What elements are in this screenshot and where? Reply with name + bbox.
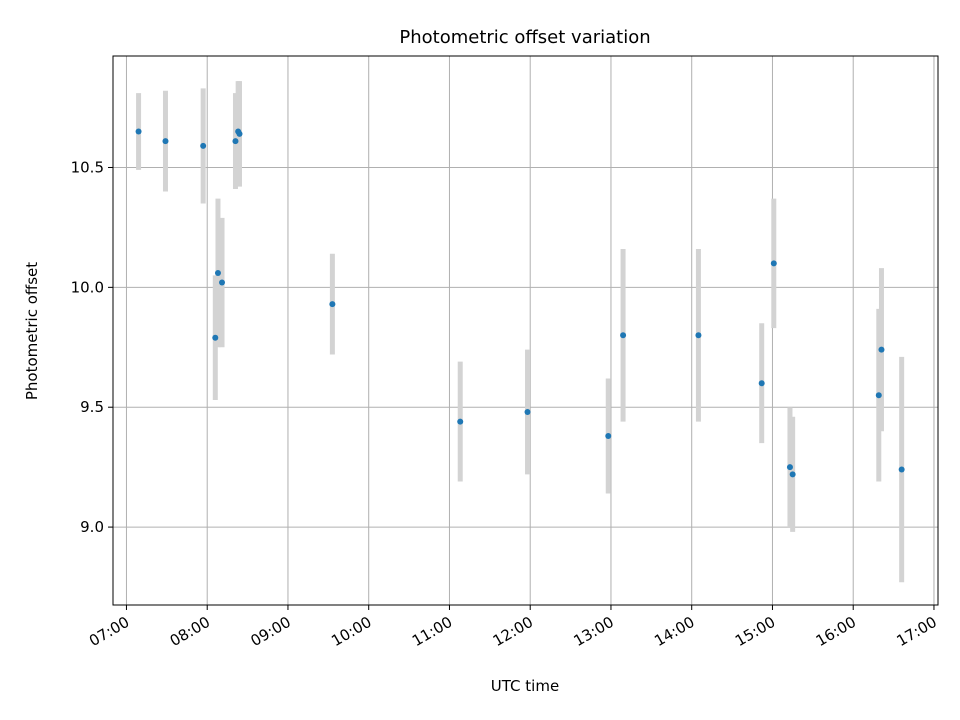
y-axis-ticks: 9.0 9.5 10.0 10.5 — [71, 158, 113, 536]
data-point — [620, 332, 627, 339]
data-point — [524, 409, 531, 416]
data-point — [457, 418, 464, 425]
data-point — [219, 279, 226, 286]
data-point — [789, 471, 796, 478]
data-point — [695, 332, 702, 339]
y-tick-label: 9.0 — [80, 518, 104, 536]
data-point — [236, 130, 243, 137]
data-point — [135, 128, 142, 135]
plot-frame — [112, 55, 939, 606]
data-point — [232, 138, 239, 145]
y-axis-label: Photometric offset — [23, 262, 41, 400]
data-point — [758, 380, 765, 387]
data-point — [898, 466, 905, 473]
data-point — [786, 464, 793, 471]
data-point — [200, 142, 207, 149]
y-tick-label: 9.5 — [80, 398, 104, 416]
data-point — [605, 432, 612, 439]
data-point — [162, 138, 169, 145]
y-tick-label: 10.5 — [71, 158, 104, 176]
data-point — [214, 269, 221, 276]
chart-title: Photometric offset variation — [399, 27, 650, 48]
data-point — [878, 346, 885, 353]
x-axis-label: UTC time — [491, 677, 559, 695]
data-point — [212, 334, 219, 341]
y-tick-label: 10.0 — [71, 278, 104, 296]
data-point — [770, 260, 777, 267]
data-points — [135, 128, 905, 478]
data-point — [875, 392, 882, 399]
data-point — [329, 301, 336, 308]
